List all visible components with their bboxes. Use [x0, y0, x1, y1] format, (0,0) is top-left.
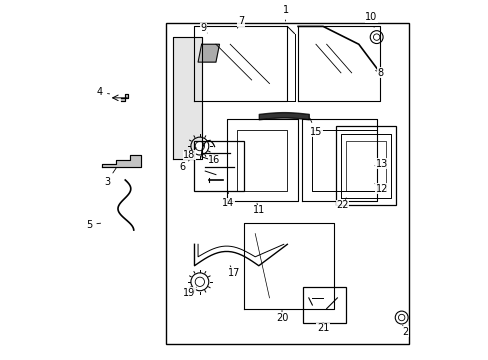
Bar [303, 287, 346, 323]
Text: 16: 16 [207, 155, 220, 165]
Text: 20: 20 [275, 310, 287, 323]
Text: 7: 7 [237, 16, 244, 28]
Text: 5: 5 [86, 220, 101, 230]
Polygon shape [365, 180, 380, 194]
Bar [165, 23, 408, 344]
Bar [335, 126, 395, 205]
Polygon shape [198, 44, 219, 62]
Polygon shape [121, 94, 128, 102]
Text: 4: 4 [97, 87, 109, 98]
Text: 12: 12 [374, 184, 387, 194]
Text: 1: 1 [282, 5, 288, 21]
Text: 13: 13 [374, 159, 387, 169]
Text: 22: 22 [336, 198, 348, 210]
Text: 17: 17 [227, 266, 240, 278]
Polygon shape [102, 155, 141, 167]
Text: 10: 10 [365, 13, 377, 27]
Text: 2: 2 [401, 325, 407, 337]
Text: 21: 21 [316, 323, 328, 333]
Text: 15: 15 [309, 118, 322, 137]
Polygon shape [173, 37, 201, 158]
Text: 8: 8 [375, 68, 383, 78]
Bar [194, 141, 244, 191]
Text: 6: 6 [179, 160, 189, 172]
Text: 18: 18 [183, 148, 196, 160]
Text: 3: 3 [103, 168, 116, 187]
Text: 19: 19 [183, 287, 196, 297]
Text: 11: 11 [252, 203, 264, 215]
Text: 14: 14 [222, 193, 234, 208]
Text: 9: 9 [200, 23, 207, 33]
